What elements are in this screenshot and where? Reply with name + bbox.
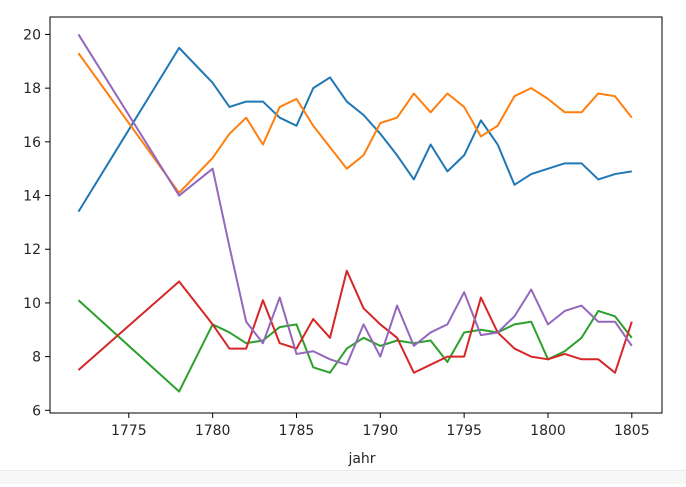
y-tick-label: 6 [32,403,41,419]
series-line-3 [77,299,633,393]
x-axis-label: jahr [347,451,375,467]
x-axis-ticks: 1775 1780 1785 1790 1795 1800 1805 [111,413,650,439]
bottom-strip [0,470,686,484]
y-tick-label: 12 [23,242,41,258]
y-tick-label: 18 [23,81,41,97]
series-layer [77,33,633,393]
x-tick-label: 1805 [614,423,650,439]
y-tick-label: 8 [32,350,41,366]
x-tick-label: 1800 [530,423,566,439]
series-line-2 [77,52,633,194]
y-tick-label: 20 [23,27,41,43]
series-line-1 [77,46,632,213]
y-axis-ticks: 6 8 10 12 14 16 18 20 [23,27,50,419]
y-tick-label: 16 [23,135,41,151]
series-line-5 [77,33,633,366]
y-tick-label: 10 [23,296,41,312]
y-tick-label: 14 [23,189,41,205]
x-tick-label: 1785 [279,423,315,439]
x-tick-label: 1780 [195,423,231,439]
x-tick-label: 1790 [362,423,398,439]
plot-frame [49,16,663,414]
series-line-4 [77,269,633,374]
x-tick-label: 1795 [446,423,482,439]
x-tick-label: 1775 [111,423,147,439]
